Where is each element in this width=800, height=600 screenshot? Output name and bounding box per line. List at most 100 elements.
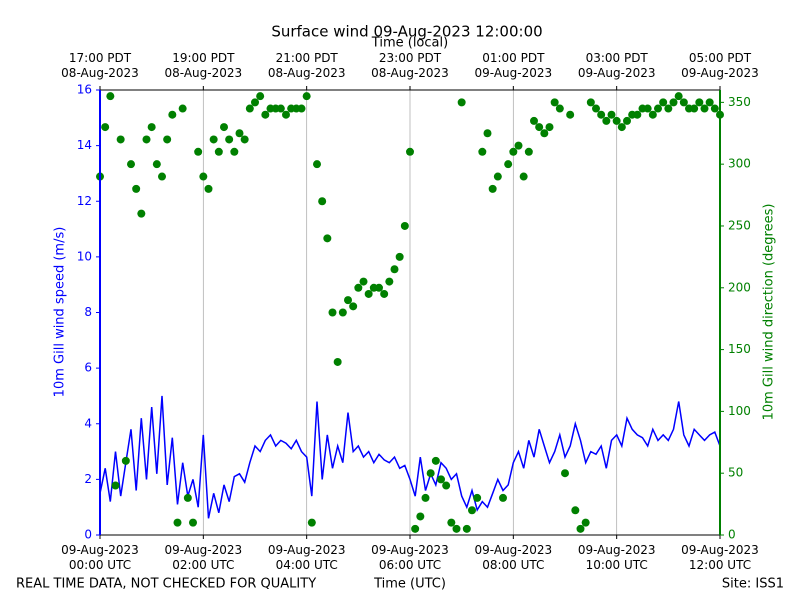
direction-point (617, 123, 626, 132)
direction-point (555, 104, 564, 113)
direction-point (142, 135, 151, 144)
footer-site: Site: ISS1 (722, 577, 784, 592)
direction-point (674, 92, 683, 101)
x-tick-label: 09-Aug-2023 02:00 UTC (165, 543, 243, 572)
direction-point (178, 104, 187, 113)
y2-tick-label: 250 (728, 218, 751, 232)
direction-point (359, 277, 368, 286)
direction-point (524, 147, 533, 156)
direction-point (457, 98, 466, 107)
direction-point (462, 524, 471, 533)
x-tick-label: 09-Aug-2023 10:00 UTC (578, 543, 656, 572)
x2-axis-label: Time (local) (371, 36, 448, 51)
direction-point (648, 110, 657, 119)
y-tick-label: 6 (84, 361, 92, 375)
footer-note: REAL TIME DATA, NOT CHECKED FOR QUALITY (16, 577, 316, 592)
direction-point (483, 129, 492, 138)
y2-tick-label: 50 (728, 466, 743, 480)
direction-point (116, 135, 125, 144)
direction-point (168, 110, 177, 119)
direction-point (199, 172, 208, 181)
direction-point (395, 252, 404, 261)
direction-point (654, 104, 662, 113)
direction-point (307, 518, 316, 527)
direction-point (550, 98, 559, 107)
direction-point (209, 135, 218, 144)
direction-point (710, 104, 719, 113)
direction-point (390, 265, 399, 274)
y-tick-label: 4 (84, 416, 92, 430)
direction-point (576, 524, 585, 533)
direction-point (499, 493, 507, 502)
direction-point (152, 160, 161, 169)
x2-tick-label: 17:00 PDT 08-Aug-2023 (61, 51, 139, 80)
x2-tick-label: 05:00 PDT 09-Aug-2023 (681, 51, 759, 80)
direction-point (121, 456, 130, 465)
y-tick-label: 12 (77, 194, 92, 208)
direction-point (447, 518, 456, 527)
chart-title: Surface wind 09-Aug-2023 12:00:00 (271, 23, 542, 41)
direction-point (194, 147, 203, 156)
direction-point (225, 135, 234, 144)
direction-point (514, 141, 523, 150)
direction-point (385, 277, 394, 286)
direction-point (323, 234, 332, 243)
direction-point (230, 147, 239, 156)
direction-point (416, 512, 425, 521)
direction-point (488, 184, 497, 193)
direction-point (261, 110, 270, 119)
direction-point (137, 209, 146, 218)
y-tick-label: 10 (77, 249, 92, 263)
x2-tick-label: 01:00 PDT 09-Aug-2023 (475, 51, 553, 80)
direction-point (163, 135, 172, 144)
direction-point (338, 308, 347, 317)
direction-point (380, 289, 389, 298)
direction-point (214, 147, 223, 156)
direction-point (690, 104, 699, 113)
direction-point (158, 172, 166, 181)
direction-point (426, 469, 435, 478)
direction-point (328, 308, 337, 317)
y-axis-label: 10m Gill wind speed (m/s) (53, 227, 68, 398)
direction-point (400, 221, 409, 230)
direction-point (127, 160, 135, 169)
direction-point (509, 147, 518, 156)
direction-point (333, 357, 342, 366)
direction-point (679, 98, 688, 107)
direction-point (545, 123, 554, 132)
direction-point (659, 98, 668, 107)
x-tick-label: 09-Aug-2023 06:00 UTC (371, 543, 449, 572)
direction-point (586, 98, 595, 107)
direction-point (623, 116, 631, 125)
direction-point (705, 98, 714, 107)
direction-point (566, 110, 575, 119)
direction-point (519, 172, 528, 181)
direction-point (245, 104, 254, 113)
direction-point (411, 524, 420, 533)
direction-point (147, 123, 156, 132)
direction-point (313, 160, 321, 169)
direction-point (101, 123, 110, 132)
direction-point (276, 104, 285, 113)
direction-point (442, 481, 451, 490)
y-tick-label: 14 (77, 138, 92, 152)
direction-point (669, 98, 678, 107)
direction-point (256, 92, 265, 101)
direction-point (354, 283, 363, 292)
direction-point (602, 116, 611, 125)
direction-point (473, 493, 482, 502)
direction-point (592, 104, 600, 113)
direction-point (318, 197, 327, 206)
direction-point (364, 289, 373, 298)
y-tick-label: 0 (84, 528, 92, 542)
direction-point (571, 506, 580, 515)
direction-point (700, 104, 709, 113)
direction-point (478, 147, 487, 156)
y2-tick-label: 0 (728, 528, 736, 542)
direction-point (504, 160, 513, 169)
direction-point (204, 184, 213, 193)
direction-point (111, 481, 120, 490)
direction-point (406, 147, 414, 156)
direction-point (493, 172, 502, 181)
